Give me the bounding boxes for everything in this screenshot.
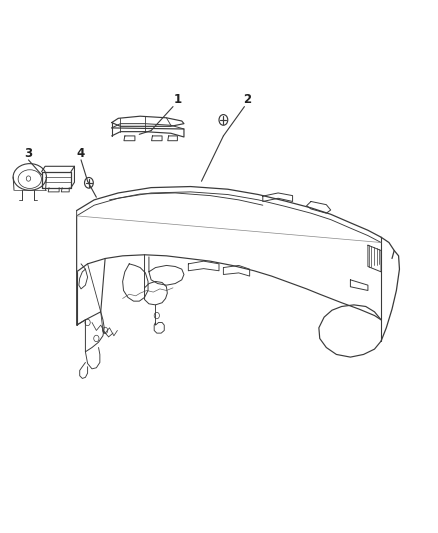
Text: 1: 1 <box>173 93 181 106</box>
Text: 4: 4 <box>77 147 85 160</box>
Text: 2: 2 <box>244 93 251 106</box>
Text: 3: 3 <box>25 147 32 160</box>
